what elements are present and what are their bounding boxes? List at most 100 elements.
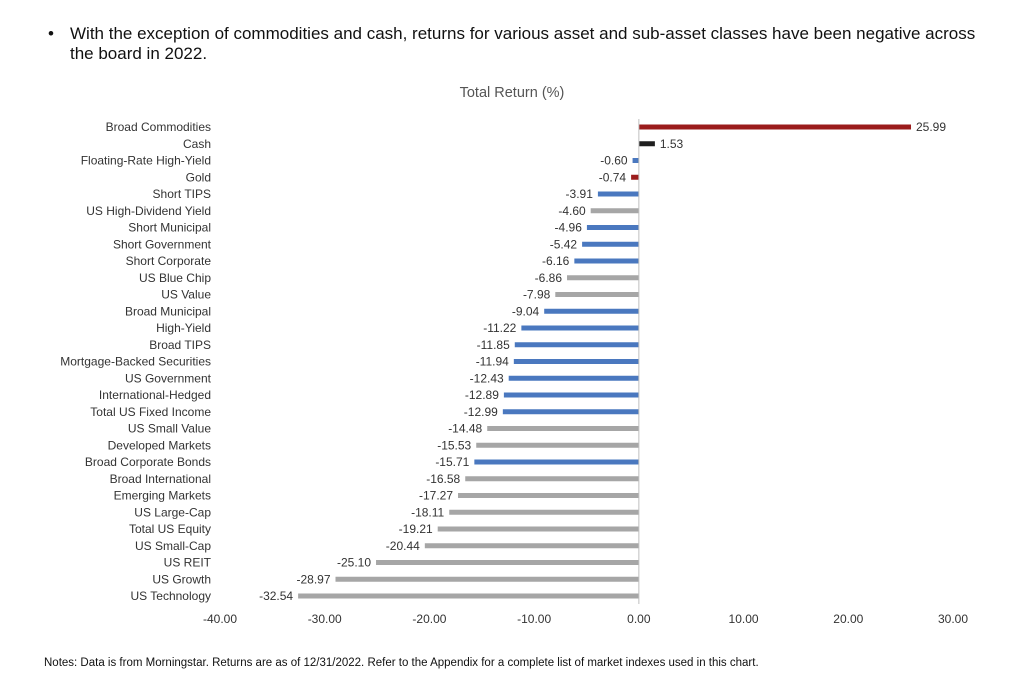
- category-label-emerging-markets: Emerging Markets: [114, 489, 211, 503]
- x-tick-label: -20.00: [412, 612, 446, 626]
- bar-short-tips: [597, 191, 639, 197]
- bullet-symbol: •: [48, 24, 54, 43]
- x-axis-ticks-group: -40.00 -30.00 -20.00 -10.00 0.00 10.00 20.00 30…: [203, 612, 968, 626]
- category-label-gold: Gold: [186, 170, 211, 184]
- x-tick-label: -10.00: [517, 612, 551, 626]
- category-label-developed-markets: Developed Markets: [108, 438, 211, 452]
- category-label-total-us-fixed-income: Total US Fixed Income: [90, 405, 211, 419]
- value-label-floating-rate-high-yield: -0.60: [600, 154, 628, 168]
- bar-broad-municipal: [544, 308, 639, 314]
- category-label-us-growth: US Growth: [152, 572, 211, 586]
- category-label-broad-municipal: Broad Municipal: [125, 304, 211, 318]
- category-label-mortgage-backed-securities: Mortgage-Backed Securities: [60, 355, 211, 369]
- bar-short-government: [582, 241, 639, 247]
- category-label-us-value: US Value: [161, 288, 211, 302]
- category-label-broad-corporate-bonds: Broad Corporate Bonds: [85, 455, 211, 469]
- bar-us-large-cap: [449, 509, 639, 515]
- bar-us-high-dividend-yield: [590, 208, 639, 214]
- value-label-broad-municipal: -9.04: [512, 304, 540, 318]
- bar-emerging-markets: [458, 493, 639, 498]
- bars-group: [298, 124, 912, 599]
- chart-title: Total Return (%): [460, 85, 565, 101]
- value-label-us-reit: -25.10: [337, 556, 371, 570]
- bar-us-government: [508, 375, 639, 381]
- category-label-us-small-value: US Small Value: [128, 422, 211, 436]
- category-label-us-high-dividend-yield: US High-Dividend Yield: [86, 204, 211, 218]
- category-label-short-municipal: Short Municipal: [128, 221, 211, 235]
- category-label-cash: Cash: [183, 137, 211, 151]
- x-tick-label: 0.00: [627, 612, 651, 626]
- category-label-us-small-cap: US Small-Cap: [135, 539, 211, 553]
- category-label-high-yield: High-Yield: [156, 321, 211, 335]
- value-label-us-value: -7.98: [523, 288, 551, 302]
- value-label-us-technology: -32.54: [259, 589, 293, 603]
- category-label-short-government: Short Government: [113, 237, 212, 251]
- bar-broad-commodities: [638, 124, 912, 130]
- value-label-us-government: -12.43: [470, 371, 504, 385]
- category-label-short-corporate: Short Corporate: [126, 254, 212, 268]
- value-label-broad-international: -16.58: [426, 472, 460, 486]
- category-label-broad-tips: Broad TIPS: [149, 338, 211, 352]
- category-label-broad-international: Broad International: [110, 472, 211, 486]
- value-label-total-us-fixed-income: -12.99: [464, 405, 498, 419]
- x-tick-label: 10.00: [729, 612, 759, 626]
- headline-text: With the exception of commodities and ca…: [70, 24, 976, 63]
- bar-us-blue-chip: [567, 275, 639, 281]
- value-label-us-high-dividend-yield: -4.60: [558, 204, 586, 218]
- category-label-total-us-equity: Total US Equity: [129, 522, 211, 536]
- bar-us-technology: [298, 593, 639, 599]
- value-label-mortgage-backed-securities: -11.94: [476, 355, 509, 369]
- category-label-international-hedged: International-Hedged: [99, 388, 211, 402]
- bar-gold: [631, 174, 639, 180]
- bar-high-yield: [521, 325, 639, 331]
- value-label-short-corporate: -6.16: [542, 254, 570, 268]
- value-label-developed-markets: -15.53: [437, 438, 471, 452]
- x-tick-label: 20.00: [833, 612, 863, 626]
- category-label-us-government: US Government: [125, 371, 212, 385]
- category-labels-group: Broad Commodities Cash Floating-Rate High-…: [60, 120, 211, 603]
- bar-total-us-fixed-income: [502, 409, 639, 415]
- bar-us-value: [555, 292, 639, 297]
- value-label-us-small-value: -14.48: [448, 422, 482, 436]
- bar-floating-rate-high-yield: [632, 158, 639, 163]
- value-label-us-growth: -28.97: [296, 572, 330, 586]
- chart-notes: Notes: Data is from Morningstar. Returns…: [44, 657, 759, 669]
- bar-us-small-value: [487, 426, 639, 431]
- bar-cash: [638, 141, 655, 147]
- bar-broad-corporate-bonds: [474, 459, 639, 465]
- bar-short-municipal: [586, 225, 639, 230]
- value-label-short-government: -5.42: [550, 237, 578, 251]
- value-label-broad-commodities: 25.99: [916, 120, 946, 134]
- category-label-us-blue-chip: US Blue Chip: [139, 271, 211, 285]
- value-label-short-municipal: -4.96: [555, 221, 583, 235]
- x-tick-label: -30.00: [308, 612, 342, 626]
- value-label-broad-corporate-bonds: -15.71: [435, 455, 469, 469]
- category-label-us-large-cap: US Large-Cap: [134, 505, 211, 519]
- bar-mortgage-backed-securities: [513, 359, 639, 364]
- bar-us-small-cap: [424, 543, 639, 549]
- category-label-us-reit: US REIT: [164, 556, 212, 570]
- value-label-broad-tips: -11.85: [477, 338, 510, 352]
- category-label-us-technology: US Technology: [131, 589, 212, 603]
- bar-total-us-equity: [437, 526, 639, 532]
- bar-broad-international: [465, 476, 639, 482]
- x-tick-label: 30.00: [938, 612, 968, 626]
- headline-bullet: • With the exception of commodities and …: [48, 24, 978, 64]
- value-label-gold: -0.74: [599, 170, 627, 184]
- bar-broad-tips: [514, 342, 639, 348]
- value-label-us-blue-chip: -6.86: [535, 271, 563, 285]
- bar-developed-markets: [476, 442, 639, 448]
- bar-us-reit: [376, 560, 639, 565]
- value-label-us-large-cap: -18.11: [411, 505, 444, 519]
- total-return-bar-chart: Total Return (%) Broad Commodities Cash Fl…: [60, 85, 968, 626]
- x-tick-label: -40.00: [203, 612, 237, 626]
- bar-us-growth: [335, 576, 639, 582]
- value-label-total-us-equity: -19.21: [399, 522, 433, 536]
- value-labels-group: 25.99 1.53 -0.60 -0.74 -3.91 -4.60 -4.96 -5.42 -…: [259, 120, 946, 603]
- category-label-broad-commodities: Broad Commodities: [106, 120, 211, 134]
- value-label-high-yield: -11.22: [483, 321, 516, 335]
- value-label-us-small-cap: -20.44: [386, 539, 420, 553]
- value-label-short-tips: -3.91: [566, 187, 594, 201]
- bar-short-corporate: [574, 258, 639, 264]
- value-label-cash: 1.53: [660, 137, 684, 151]
